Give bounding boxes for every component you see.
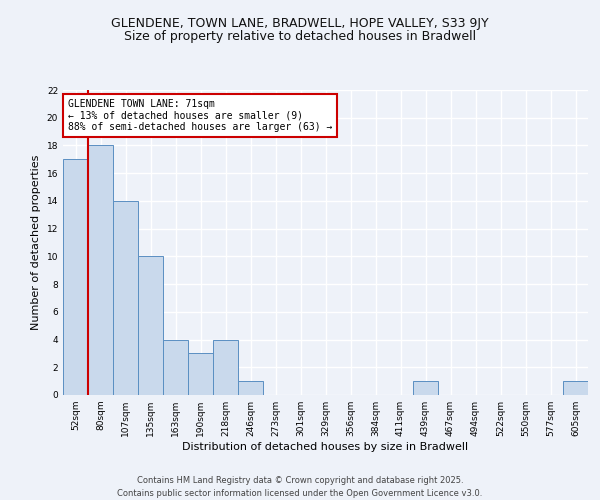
Y-axis label: Number of detached properties: Number of detached properties [31,155,41,330]
Bar [88,146,113,395]
Bar [138,256,163,395]
Text: GLENDENE, TOWN LANE, BRADWELL, HOPE VALLEY, S33 9JY: GLENDENE, TOWN LANE, BRADWELL, HOPE VALL… [111,18,489,30]
Bar [238,381,263,395]
X-axis label: Distribution of detached houses by size in Bradwell: Distribution of detached houses by size … [182,442,469,452]
Text: GLENDENE TOWN LANE: 71sqm
← 13% of detached houses are smaller (9)
88% of semi-d: GLENDENE TOWN LANE: 71sqm ← 13% of detac… [68,99,332,132]
Bar [413,381,438,395]
Bar [63,160,88,395]
Bar [213,340,238,395]
Bar [163,340,188,395]
Text: Size of property relative to detached houses in Bradwell: Size of property relative to detached ho… [124,30,476,43]
Bar [113,201,138,395]
Bar [563,381,588,395]
Text: Contains HM Land Registry data © Crown copyright and database right 2025.
Contai: Contains HM Land Registry data © Crown c… [118,476,482,498]
Bar [188,354,213,395]
